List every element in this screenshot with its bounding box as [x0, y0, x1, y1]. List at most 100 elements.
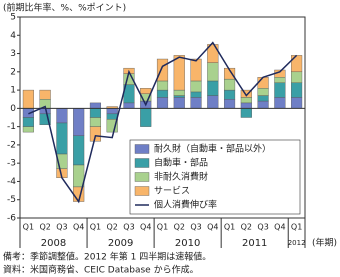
legend-swatch [134, 158, 150, 168]
y-tick-label: 1 [10, 86, 16, 96]
y-tick-label: 2 [10, 67, 16, 77]
bar [106, 119, 118, 133]
bar [123, 102, 135, 109]
bar [22, 89, 34, 109]
legend-swatch [134, 186, 150, 196]
bar [73, 108, 85, 136]
bar [274, 97, 286, 109]
x-tick-label: Q2 [107, 223, 118, 232]
x-tick-label: Q4 [274, 223, 285, 232]
bar [223, 99, 236, 109]
bar [291, 71, 303, 83]
bar [291, 82, 303, 98]
bar [223, 78, 236, 91]
bar [89, 126, 102, 142]
bar [173, 55, 185, 91]
bar [39, 89, 51, 100]
y-tick-label: -4 [7, 177, 16, 187]
note: 備考：季節調整値。2012 年第 1 四半期は速報値。 [3, 251, 211, 263]
bar [73, 164, 85, 188]
bar [207, 44, 219, 63]
bar [257, 100, 269, 109]
legend-label: 自動車・部品 [154, 157, 208, 169]
bar [274, 82, 286, 98]
x-tick-label: Q2 [241, 223, 252, 232]
bar [89, 108, 102, 118]
legend-swatch [134, 144, 150, 154]
x-tick-label: Q3 [56, 223, 67, 232]
bar [173, 97, 185, 109]
bar [240, 102, 252, 109]
bar [240, 108, 252, 118]
x-tick-label: Q2 [174, 223, 185, 232]
x-tick-label: Q2 [39, 223, 50, 232]
x-tick-label: Q1 [291, 223, 302, 232]
x-group-label: 2012 [288, 239, 306, 247]
bar [190, 58, 202, 82]
bar [106, 108, 118, 115]
bar [257, 77, 269, 89]
x-group-label: 2008 [41, 238, 66, 249]
bar [140, 108, 152, 127]
x-tick-label: Q4 [73, 223, 84, 232]
bar [156, 58, 169, 82]
legend-label: 耐久財（自動車・部品以外） [154, 143, 271, 155]
legend-label: サービス [154, 186, 190, 197]
bar [257, 88, 269, 96]
x-tick-label: Q1 [224, 223, 235, 232]
x-tick-label: Q3 [257, 223, 268, 232]
legend-label: 非耐久消費財 [154, 171, 208, 183]
x-group-label: 2011 [242, 238, 267, 249]
legend-label: 個人消費伸び率 [154, 199, 217, 211]
bar [22, 117, 34, 127]
bar [291, 55, 303, 73]
y-tick-label: -6 [7, 214, 16, 224]
bar [156, 80, 169, 91]
bar [274, 77, 286, 83]
x-tick-label: Q1 [90, 223, 101, 232]
y-tick-label: -3 [7, 159, 16, 169]
bar [173, 95, 185, 98]
note: 資料：米国商務省、CEIC Database から作成。 [3, 264, 199, 276]
x-group-label: 2010 [175, 238, 200, 249]
x-tick-label: Q1 [157, 223, 168, 232]
line [28, 41, 298, 204]
bar [106, 113, 118, 120]
bar [207, 62, 219, 82]
x-tick-label: Q3 [123, 223, 134, 232]
bar [156, 97, 169, 109]
x-tick-label: Q1 [23, 223, 34, 232]
x-tick-label: Q3 [190, 223, 201, 232]
bar [257, 95, 269, 102]
bar [223, 67, 236, 80]
x-group-label: 2009 [108, 238, 133, 249]
y-axis-label: (前期比年率、%、%ポイント) [3, 2, 126, 14]
bar [22, 126, 34, 133]
bar [56, 122, 68, 155]
bar [39, 113, 51, 126]
y-tick-label: -2 [7, 140, 16, 150]
legend-swatch [134, 172, 150, 182]
legend-box [129, 139, 301, 215]
y-tick-label: 0 [10, 104, 16, 114]
bar [291, 97, 303, 109]
bar [223, 89, 236, 100]
y-tick-label: -1 [7, 122, 16, 132]
bar [89, 102, 102, 109]
x-tick-label: Q4 [140, 223, 151, 232]
bar [73, 135, 85, 166]
bar [190, 91, 202, 98]
x-tick-label: Q4 [207, 223, 218, 232]
y-tick-label: -5 [7, 195, 16, 205]
bar [140, 88, 152, 94]
bar [173, 89, 185, 96]
y-tick-label: 4 [10, 31, 16, 41]
bar [207, 80, 219, 96]
bar [207, 95, 219, 109]
bar [56, 108, 68, 124]
x-unit-label: (年期) [312, 237, 337, 249]
bar [190, 80, 202, 93]
plot-frame [19, 16, 306, 219]
bar [89, 117, 102, 127]
